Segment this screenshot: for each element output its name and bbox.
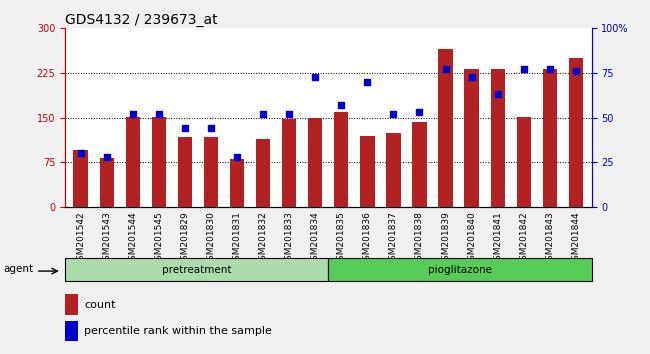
Bar bbox=[65, 321, 77, 341]
Bar bbox=[73, 150, 88, 207]
Text: GSM201829: GSM201829 bbox=[181, 211, 189, 266]
Text: pioglitazone: pioglitazone bbox=[428, 265, 492, 275]
Text: GDS4132 / 239673_at: GDS4132 / 239673_at bbox=[65, 13, 218, 27]
Point bbox=[310, 74, 320, 79]
Text: GSM201839: GSM201839 bbox=[441, 211, 450, 266]
Point bbox=[75, 150, 86, 156]
Bar bbox=[65, 258, 328, 281]
Bar bbox=[65, 294, 77, 315]
Text: GSM201833: GSM201833 bbox=[285, 211, 294, 266]
Point bbox=[153, 111, 164, 117]
Bar bbox=[491, 69, 505, 207]
Point bbox=[467, 74, 477, 79]
Bar bbox=[177, 137, 192, 207]
Bar bbox=[230, 159, 244, 207]
Point bbox=[232, 154, 242, 160]
Bar bbox=[308, 118, 322, 207]
Bar bbox=[151, 116, 166, 207]
Text: GSM201835: GSM201835 bbox=[337, 211, 346, 266]
Bar bbox=[334, 112, 348, 207]
Text: GSM201842: GSM201842 bbox=[519, 211, 528, 266]
Text: GSM201836: GSM201836 bbox=[363, 211, 372, 266]
Point bbox=[284, 111, 294, 117]
Text: GSM201542: GSM201542 bbox=[76, 211, 85, 266]
Point bbox=[571, 68, 581, 74]
Bar bbox=[360, 136, 374, 207]
Bar bbox=[99, 158, 114, 207]
Text: GSM201843: GSM201843 bbox=[545, 211, 554, 266]
Text: pretreatment: pretreatment bbox=[162, 265, 231, 275]
Point bbox=[206, 126, 216, 131]
Text: GSM201543: GSM201543 bbox=[102, 211, 111, 266]
Point bbox=[493, 92, 503, 97]
Bar bbox=[386, 133, 400, 207]
Text: GSM201830: GSM201830 bbox=[207, 211, 215, 266]
Bar bbox=[256, 138, 270, 207]
Bar bbox=[204, 137, 218, 207]
Point bbox=[127, 111, 138, 117]
Text: agent: agent bbox=[3, 264, 33, 274]
Text: GSM201840: GSM201840 bbox=[467, 211, 476, 266]
Text: count: count bbox=[84, 300, 116, 310]
Bar bbox=[125, 116, 140, 207]
Point bbox=[414, 109, 424, 115]
Point bbox=[101, 154, 112, 160]
Bar bbox=[517, 116, 531, 207]
Point bbox=[545, 67, 555, 72]
Text: GSM201844: GSM201844 bbox=[571, 211, 580, 266]
Text: GSM201838: GSM201838 bbox=[415, 211, 424, 266]
Text: GSM201545: GSM201545 bbox=[154, 211, 163, 266]
Point bbox=[388, 111, 398, 117]
Text: GSM201544: GSM201544 bbox=[128, 211, 137, 266]
Point bbox=[179, 126, 190, 131]
Point bbox=[336, 102, 346, 108]
Bar bbox=[465, 69, 479, 207]
Bar bbox=[282, 119, 296, 207]
Bar bbox=[328, 258, 592, 281]
Text: percentile rank within the sample: percentile rank within the sample bbox=[84, 326, 272, 336]
Text: GSM201837: GSM201837 bbox=[389, 211, 398, 266]
Point bbox=[519, 67, 529, 72]
Text: GSM201832: GSM201832 bbox=[259, 211, 268, 266]
Point bbox=[258, 111, 268, 117]
Bar bbox=[543, 69, 557, 207]
Text: GSM201831: GSM201831 bbox=[233, 211, 242, 266]
Text: GSM201841: GSM201841 bbox=[493, 211, 502, 266]
Bar bbox=[569, 58, 583, 207]
Bar bbox=[412, 122, 426, 207]
Text: GSM201834: GSM201834 bbox=[311, 211, 320, 266]
Point bbox=[440, 67, 450, 72]
Point bbox=[362, 79, 372, 85]
Bar bbox=[438, 49, 452, 207]
